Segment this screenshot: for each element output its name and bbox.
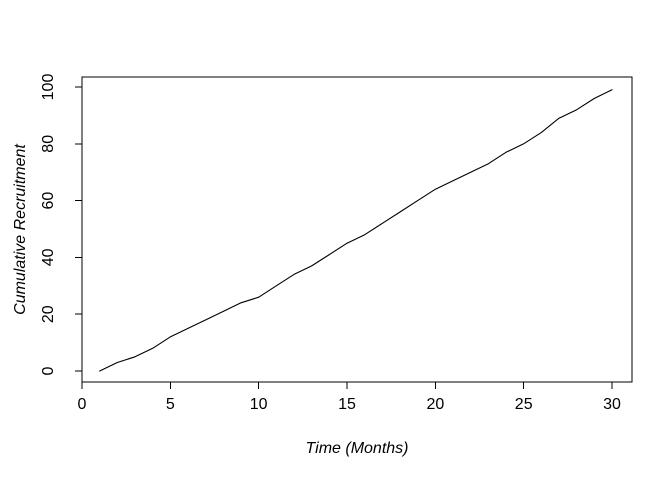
plot-area-border <box>81 76 633 383</box>
x-axis: 0 5 10 15 20 25 30 <box>78 382 621 413</box>
y-tick-label: 60 <box>40 192 57 210</box>
y-tick-label: 80 <box>40 135 57 153</box>
x-axis-title: Time (Months) <box>306 440 409 457</box>
y-tick-label: 100 <box>40 74 57 101</box>
y-tick-label: 20 <box>40 305 57 323</box>
x-tick-label: 0 <box>78 396 87 413</box>
y-tick-label: 0 <box>40 366 57 375</box>
y-axis-title: Cumulative Recruitment <box>12 144 29 315</box>
y-tick-label: 40 <box>40 248 57 266</box>
x-tick-label: 25 <box>515 396 533 413</box>
cumulative-recruitment-line <box>99 89 613 372</box>
x-tick-label: 15 <box>338 396 356 413</box>
x-tick-label: 30 <box>603 396 621 413</box>
x-tick-label: 10 <box>250 396 268 413</box>
x-tick-label: 5 <box>166 396 175 413</box>
y-axis: 0 20 40 60 80 100 <box>40 74 82 375</box>
x-tick-label: 20 <box>426 396 444 413</box>
